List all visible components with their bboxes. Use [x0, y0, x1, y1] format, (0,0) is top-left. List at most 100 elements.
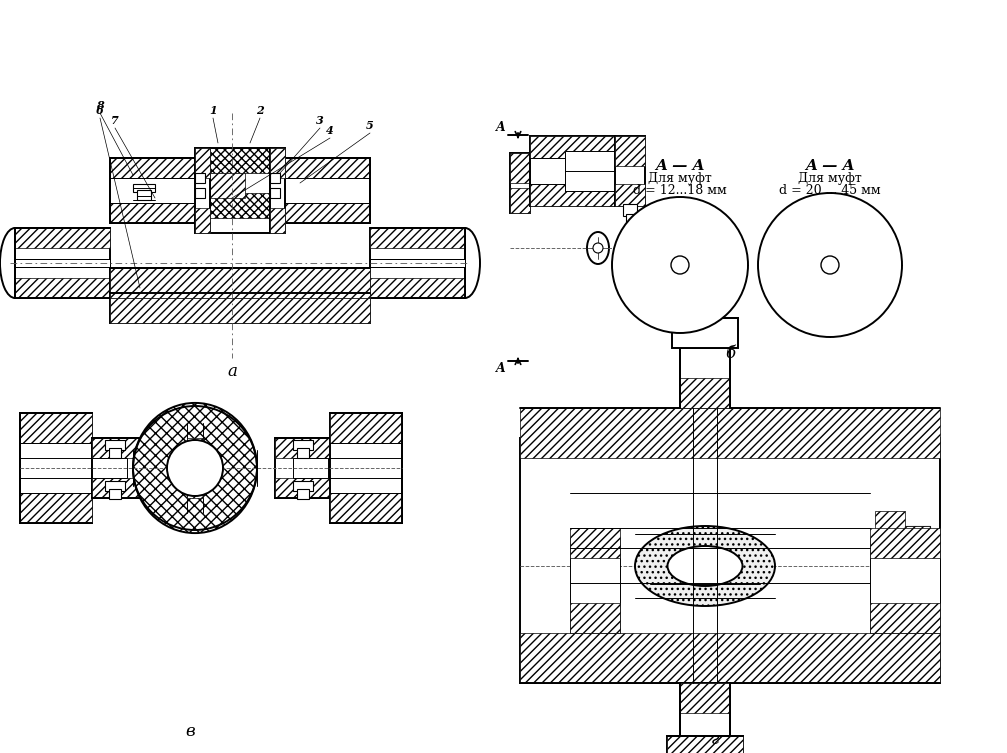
Ellipse shape [133, 403, 257, 533]
Bar [105, 481, 125, 491]
Bar [615, 136, 645, 206]
Bar [680, 683, 730, 738]
Bar [110, 158, 210, 178]
Text: A — A: A — A [806, 159, 855, 173]
Bar [680, 683, 730, 713]
Bar [195, 148, 210, 178]
Bar [275, 438, 330, 458]
Circle shape [758, 193, 902, 337]
Bar [275, 438, 330, 498]
Text: 2: 2 [256, 105, 264, 116]
Text: а: а [227, 363, 237, 380]
Bar [187, 438, 203, 498]
Bar [293, 440, 313, 450]
Text: 7: 7 [111, 115, 119, 126]
Ellipse shape [832, 247, 883, 283]
Bar [330, 413, 402, 523]
Text: г: г [711, 731, 719, 748]
Bar [680, 348, 730, 408]
Bar [15, 278, 110, 298]
Bar [530, 136, 615, 158]
Circle shape [612, 197, 748, 333]
Bar [109, 489, 121, 499]
Bar [530, 136, 615, 206]
Bar [870, 528, 940, 558]
Text: d = 12...18 мм: d = 12...18 мм [633, 184, 727, 197]
Circle shape [671, 256, 689, 274]
Ellipse shape [678, 245, 729, 285]
Bar [195, 148, 210, 233]
Bar [510, 153, 530, 183]
Text: в: в [185, 723, 194, 740]
Bar [530, 158, 565, 184]
Bar [105, 440, 125, 450]
Bar [110, 268, 370, 298]
Circle shape [593, 243, 603, 253]
Bar [270, 173, 280, 183]
Bar [875, 531, 905, 601]
Bar [680, 378, 730, 408]
Ellipse shape [661, 215, 700, 267]
Ellipse shape [758, 193, 902, 337]
Bar [875, 511, 905, 531]
Bar [370, 278, 465, 298]
Bar [626, 214, 634, 228]
Text: 4: 4 [326, 125, 334, 136]
Text: Для муфт: Для муфт [799, 172, 862, 185]
Text: 8: 8 [96, 100, 104, 111]
Bar [270, 203, 370, 223]
Bar [615, 184, 645, 206]
Bar [370, 259, 465, 267]
Bar [275, 478, 330, 498]
Bar [510, 153, 530, 213]
Bar [667, 736, 743, 753]
Bar [270, 148, 285, 178]
Ellipse shape [587, 232, 609, 264]
Bar [20, 413, 92, 443]
Text: б: б [725, 345, 735, 362]
Ellipse shape [776, 247, 829, 283]
Bar [15, 228, 110, 248]
Bar [565, 151, 615, 191]
Bar [195, 173, 205, 183]
Circle shape [821, 256, 839, 274]
Bar [210, 173, 245, 198]
Bar [520, 438, 940, 683]
Bar [270, 148, 285, 233]
Bar [293, 481, 313, 491]
Bar [195, 193, 270, 218]
Bar [510, 188, 530, 213]
Bar [110, 203, 210, 223]
Text: 3: 3 [316, 115, 324, 126]
Ellipse shape [630, 245, 682, 285]
Text: 1: 1 [209, 105, 217, 116]
Bar [270, 158, 370, 178]
Bar [330, 413, 402, 443]
Ellipse shape [668, 546, 742, 586]
Ellipse shape [824, 217, 864, 266]
Bar [297, 489, 309, 499]
Bar [623, 204, 637, 216]
Bar [905, 526, 930, 541]
Bar [570, 538, 620, 633]
Text: d = 20 ... 45 мм: d = 20 ... 45 мм [779, 184, 881, 197]
Text: A — A: A — A [656, 159, 705, 173]
Bar [370, 228, 465, 248]
Bar [570, 603, 620, 633]
Text: A: A [496, 121, 506, 134]
Bar [297, 448, 309, 458]
Bar [133, 184, 155, 192]
Bar [570, 528, 620, 558]
Ellipse shape [824, 264, 864, 313]
Bar [667, 736, 743, 753]
Bar [92, 438, 147, 498]
Bar [92, 438, 147, 458]
Bar [520, 408, 940, 458]
Circle shape [167, 440, 223, 496]
Bar [330, 493, 402, 523]
Bar [870, 538, 940, 633]
Text: A: A [496, 362, 506, 375]
Text: 5: 5 [367, 120, 374, 131]
Bar [195, 208, 210, 233]
Bar [875, 599, 905, 621]
